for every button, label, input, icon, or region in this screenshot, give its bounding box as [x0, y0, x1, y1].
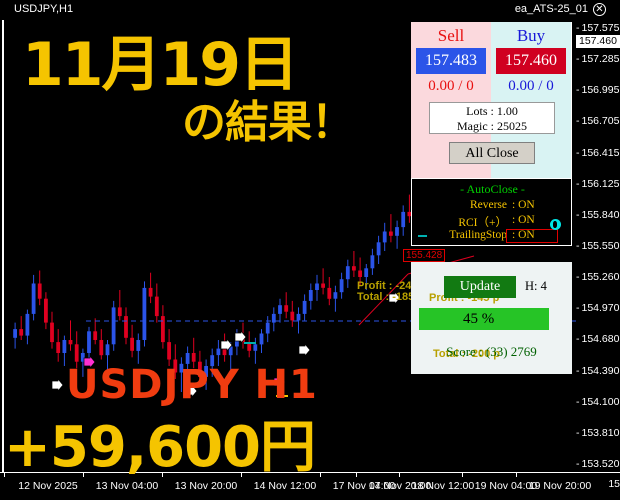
autoclose-panel: - AutoClose - Reverse : ON RCI（+） : ON T…: [411, 178, 572, 246]
autoclose-reverse-value: : ON: [512, 199, 535, 211]
autoclose-reverse-key: Reverse: [469, 199, 507, 211]
all-close-button[interactable]: All Close: [449, 142, 535, 164]
progress-bar-fill: [419, 308, 549, 330]
progress-percent-label: 45 %: [463, 311, 495, 327]
time-axis[interactable]: 15 12 Nov 2025 13 Nov 04:00 13 Nov 20:00 14…: [0, 472, 620, 500]
update-button[interactable]: Update: [444, 276, 516, 298]
buy-header-label: Buy: [516, 26, 546, 45]
lots-value: Lots : 1.00: [466, 104, 518, 118]
trade-panel: Sell Buy 157.483 157.460 0.00 / 0 0.00 /…: [411, 22, 572, 178]
price-tick-label: -154.970: [576, 302, 620, 314]
lots-magic-box: Lots : 1.00 Magic : 25025: [429, 102, 555, 134]
price-tick-label: -154.390: [576, 365, 620, 377]
price-tick-label: -155.550: [576, 240, 620, 252]
time-tick-mark: [4, 473, 5, 477]
time-tick-label: 14 Nov 12:00: [253, 480, 317, 492]
status-panel: Profit : -145 p Total : -200 p Update H:…: [411, 262, 572, 374]
autoclose-row-rci[interactable]: RCI（+） : ON: [412, 214, 573, 229]
symbol-timeframe-label: USDJPY,H1: [14, 3, 74, 15]
buy-position-summary: 0.00 / 0: [508, 78, 554, 94]
price-tick-label: -153.520: [576, 458, 620, 470]
time-tick-mark: [83, 473, 84, 477]
price-tick-label: -153.810: [576, 427, 620, 439]
autoclose-rci-key: RCI（+）: [458, 217, 507, 229]
sell-position-summary: 0.00 / 0: [428, 78, 474, 94]
price-tick-label: -157.575: [576, 22, 620, 34]
close-icon[interactable]: ✕: [593, 3, 606, 16]
magic-value: Magic : 25025: [457, 119, 527, 133]
time-tick-mark: [399, 473, 400, 477]
autoclose-rci-value: : ON: [512, 214, 535, 226]
window-titlebar: USDJPY,H1 ea_ATS-25_01 ✕: [0, 0, 620, 20]
time-tick-mark: [320, 473, 321, 477]
time-tick-mark: [516, 473, 517, 477]
price-tick-label: -156.705: [576, 115, 620, 127]
time-tick-label: 12 Nov 2025: [18, 480, 78, 492]
price-axis[interactable]: -157.575 -157.285 -156.995 -156.705 -156.415…: [576, 20, 620, 472]
autoclose-row-reverse[interactable]: Reverse : ON: [412, 199, 573, 214]
time-tick-mark: [356, 473, 357, 477]
h-count-label: H: 4: [525, 279, 547, 293]
price-tick-label: -154.100: [576, 396, 620, 408]
time-tick-label: 17 Nov 20:00: [368, 480, 432, 492]
price-tick-label: -156.125: [576, 178, 620, 190]
time-tick-label: 13 Nov 04:00: [95, 480, 159, 492]
price-tick-label: -154.680: [576, 333, 620, 345]
ea-name-label: ea_ATS-25_01: [514, 3, 588, 15]
dash-marker-icon: [418, 235, 427, 237]
price-tick-label: -156.995: [576, 84, 620, 96]
time-tick-label: 17 Nov 04:00: [332, 480, 396, 492]
price-tick-label: -155.260: [576, 271, 620, 283]
price-tick-label: -155.840: [576, 209, 620, 221]
time-tick-mark: [462, 473, 463, 477]
time-tick-label: 19 Nov 20:00: [528, 480, 592, 492]
sell-header-label: Sell: [437, 26, 465, 45]
ghost-total-label: Total : -200 p: [433, 348, 501, 360]
time-tick-mark: [241, 473, 242, 477]
trailingstop-highlight-box: [506, 229, 558, 243]
buy-price-button[interactable]: 157.460: [496, 48, 566, 74]
time-tick-label: 13 Nov 20:00: [174, 480, 238, 492]
time-tick-label: 18 Nov 12:00: [411, 480, 475, 492]
time-axis-edge-label: 15: [608, 478, 620, 490]
time-tick-label: 19 Nov 04:00: [474, 480, 538, 492]
autoclose-row-trailingstop[interactable]: TrailingStop : ON: [412, 229, 573, 244]
autoclose-title: - AutoClose -: [460, 182, 525, 196]
sell-price-button[interactable]: 157.483: [416, 48, 486, 74]
time-tick-mark: [162, 473, 163, 477]
autoclose-trailingstop-value: : ON: [512, 229, 535, 241]
score-label: Score : (33) 2769: [446, 344, 537, 359]
autoclose-trailingstop-key: TrailingStop: [449, 229, 507, 241]
current-price-tag: 157.460: [576, 35, 620, 48]
price-tick-label: -157.285: [576, 53, 620, 65]
entry-price-tag: 155.428: [403, 249, 446, 262]
price-tick-label: -156.415: [576, 147, 620, 159]
toggle-dot-icon[interactable]: [550, 219, 561, 230]
